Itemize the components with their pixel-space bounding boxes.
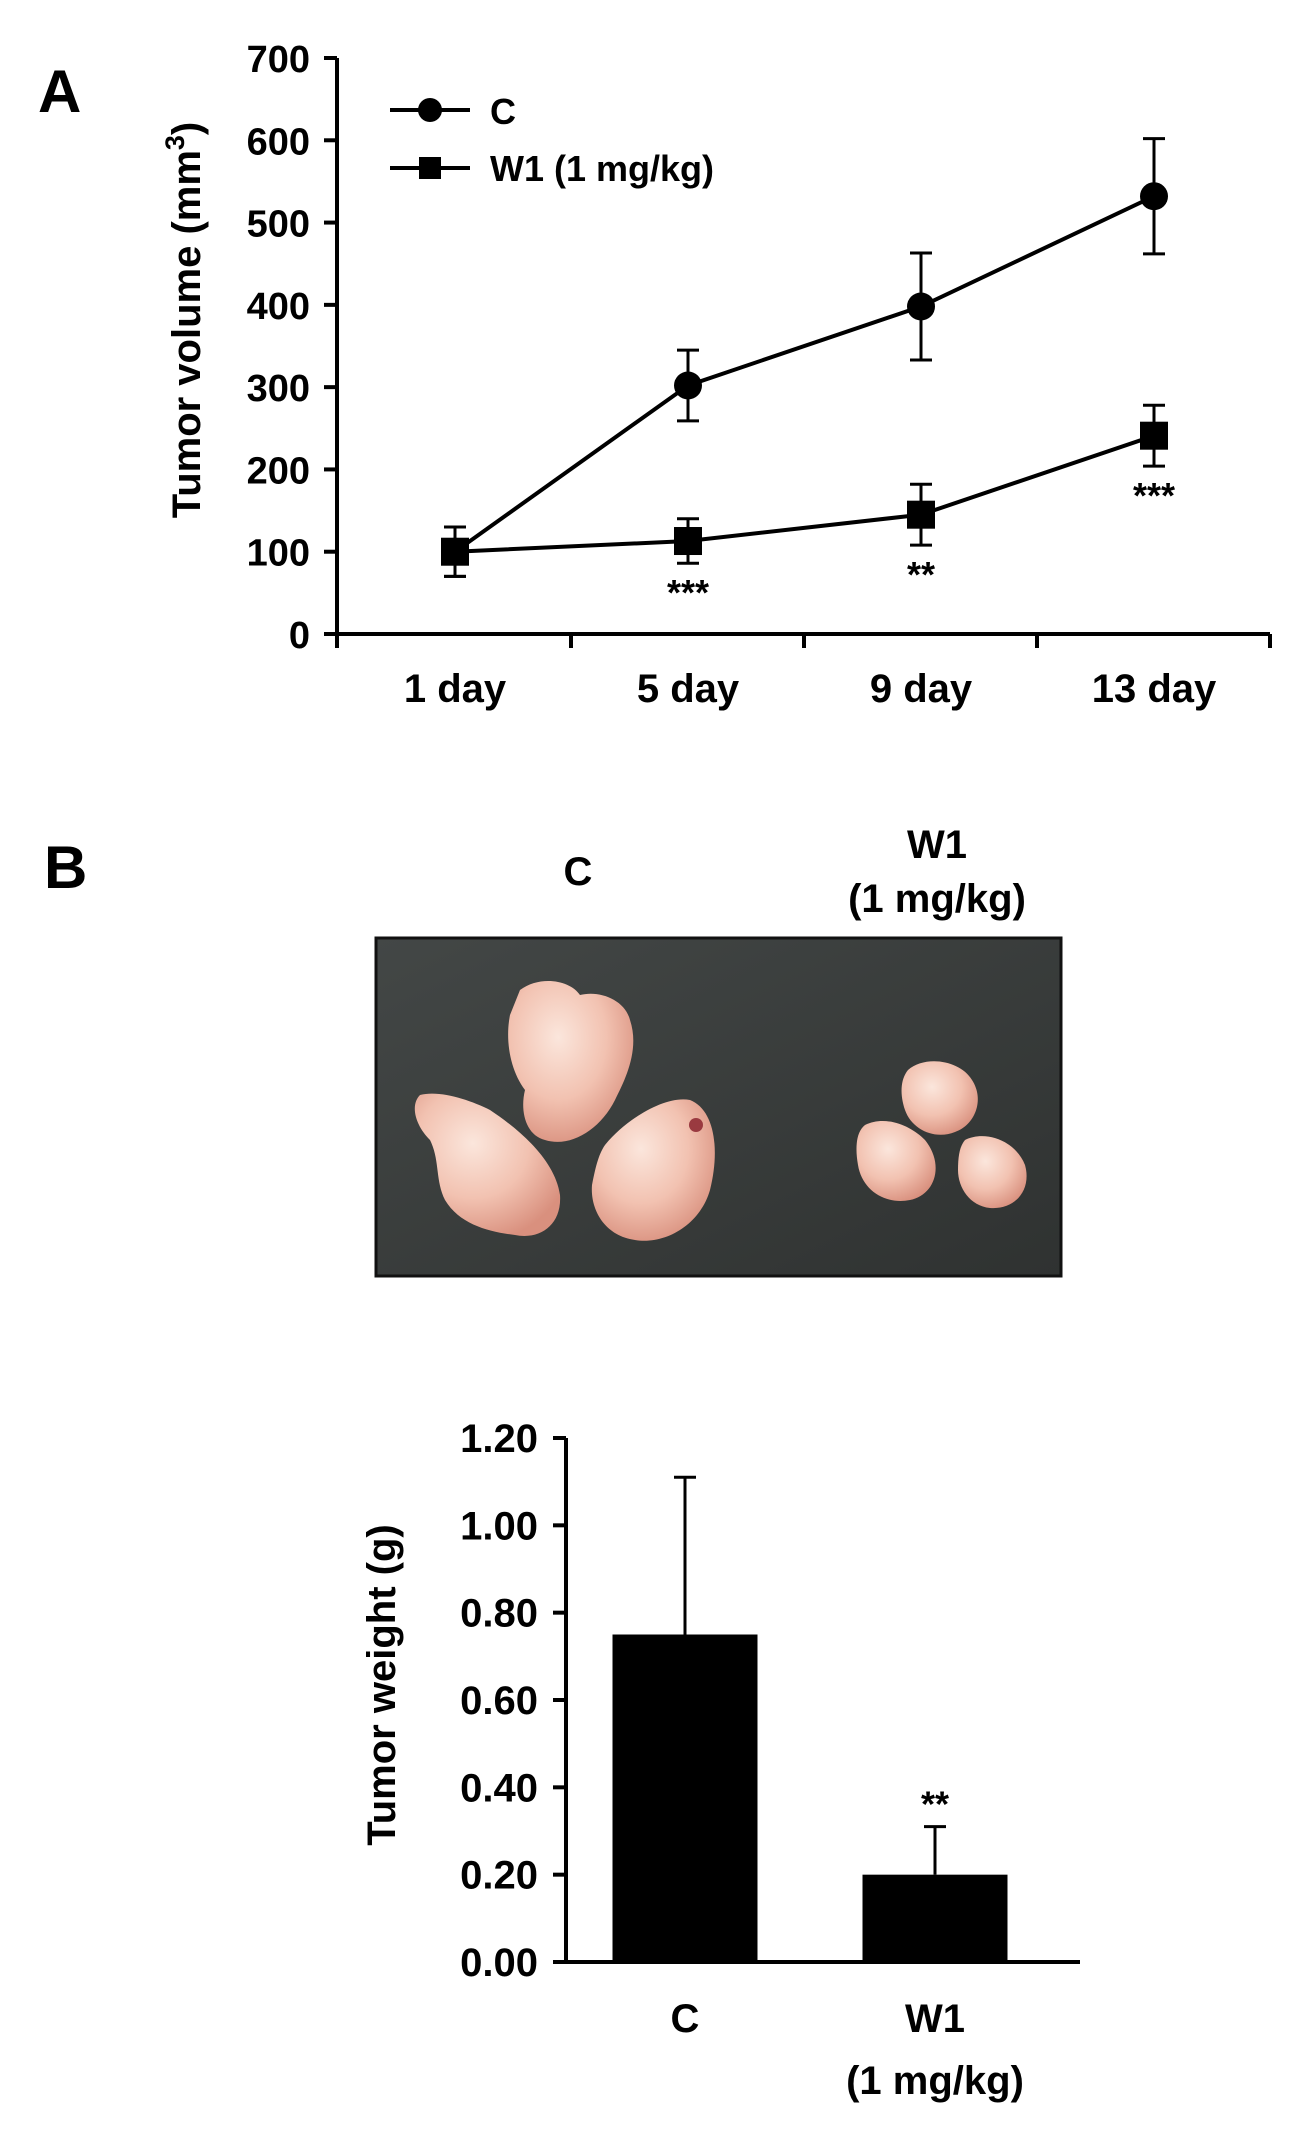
tumor-w1-1 <box>901 1061 978 1135</box>
y-tick-label-100: 100 <box>247 533 310 575</box>
significance-1: ** <box>907 554 935 595</box>
legend-marker-c <box>418 98 442 122</box>
bar-x-sublabel-1: (1 mg/kg) <box>846 2059 1024 2103</box>
panel-a-letter: A <box>38 58 81 125</box>
legend-label-w1: W1 (1 mg/kg) <box>490 148 714 189</box>
point-1-0 <box>441 537 469 566</box>
panel-b-letter: B <box>44 834 87 901</box>
point-1-2 <box>907 500 935 529</box>
bar-y-tick-label-4: 0.80 <box>460 1592 538 1636</box>
panel-b: B C W1 (1 mg/kg) <box>44 823 1080 2103</box>
panel-a: A Tumor volume (mm3) 0 100 200 300 400 500 600… <box>38 39 1272 711</box>
line-chart-series <box>441 137 1168 578</box>
y-tick-label-500: 500 <box>247 204 310 246</box>
line-chart-annotations: *** ***** <box>667 475 1175 613</box>
x-tick-label-1: 5 day <box>637 667 740 711</box>
x-tick-label-3: 13 day <box>1092 667 1217 711</box>
point-0-2 <box>907 292 935 321</box>
point-0-3 <box>1140 182 1168 211</box>
tumor-c-3-spot <box>689 1118 703 1132</box>
photo-label-c: C <box>564 850 593 894</box>
bar-chart-bars: ** <box>612 1475 1008 1962</box>
bar-x-label-1: W1 <box>905 1997 965 2041</box>
line-chart-x-ticks: 1 day 5 day 9 day 13 day <box>335 634 1272 711</box>
y-tick-label-700: 700 <box>247 39 310 81</box>
tumor-c-1 <box>508 980 634 1142</box>
bar-chart-y-ticks: 0.00 0.20 0.40 0.60 0.80 1.00 1.20 <box>460 1417 566 1985</box>
photo-label-w1-dose: (1 mg/kg) <box>848 877 1026 921</box>
bar-y-tick-label-5: 1.00 <box>460 1504 538 1548</box>
bar-x-label-0: C <box>671 1997 700 2041</box>
y-tick-label-400: 400 <box>247 286 310 328</box>
bar-chart-x-labels: C W1 (1 mg/kg) <box>671 1997 1024 2103</box>
legend-marker-w1 <box>419 157 441 179</box>
point-1-3 <box>1140 421 1168 450</box>
bar-y-tick-label-2: 0.40 <box>460 1766 538 1810</box>
line-chart-y-ticks: 0 100 200 300 400 500 600 700 <box>247 39 337 657</box>
bar-y-tick-label-6: 1.20 <box>460 1417 538 1461</box>
y-tick-label-0: 0 <box>289 615 310 657</box>
line-chart-legend: C W1 (1 mg/kg) <box>390 91 714 189</box>
series-line-1 <box>454 433 1155 554</box>
series-line-0 <box>453 194 1155 554</box>
significance-2: *** <box>1133 475 1175 516</box>
bar-0 <box>612 1634 758 1962</box>
tumor-w1-3 <box>958 1136 1027 1209</box>
significance-0: *** <box>667 572 709 613</box>
bar-y-tick-label-0: 0.00 <box>460 1941 538 1985</box>
tumor-photo <box>374 936 1063 1278</box>
x-tick-label-0: 1 day <box>404 667 507 711</box>
bar-chart-ylabel: Tumor weight (g) <box>360 1524 404 1845</box>
legend-label-c: C <box>490 91 516 132</box>
tumor-w1-2 <box>856 1120 936 1201</box>
photo-label-w1: W1 <box>907 823 967 867</box>
tumor-c-2 <box>414 1093 561 1236</box>
point-1-1 <box>674 527 702 556</box>
bar-1 <box>862 1874 1008 1962</box>
bar-y-tick-label-3: 0.60 <box>460 1679 538 1723</box>
y-tick-label-300: 300 <box>247 368 310 410</box>
y-tick-label-200: 200 <box>247 450 310 492</box>
tumor-c-3 <box>591 1099 715 1241</box>
x-tick-label-2: 9 day <box>870 667 973 711</box>
point-0-1 <box>674 371 702 400</box>
bar-y-tick-label-1: 0.20 <box>460 1854 538 1898</box>
bar-significance-0: ** <box>921 1784 949 1825</box>
line-chart-ylabel: Tumor volume (mm3) <box>160 122 209 519</box>
y-tick-label-600: 600 <box>247 121 310 163</box>
